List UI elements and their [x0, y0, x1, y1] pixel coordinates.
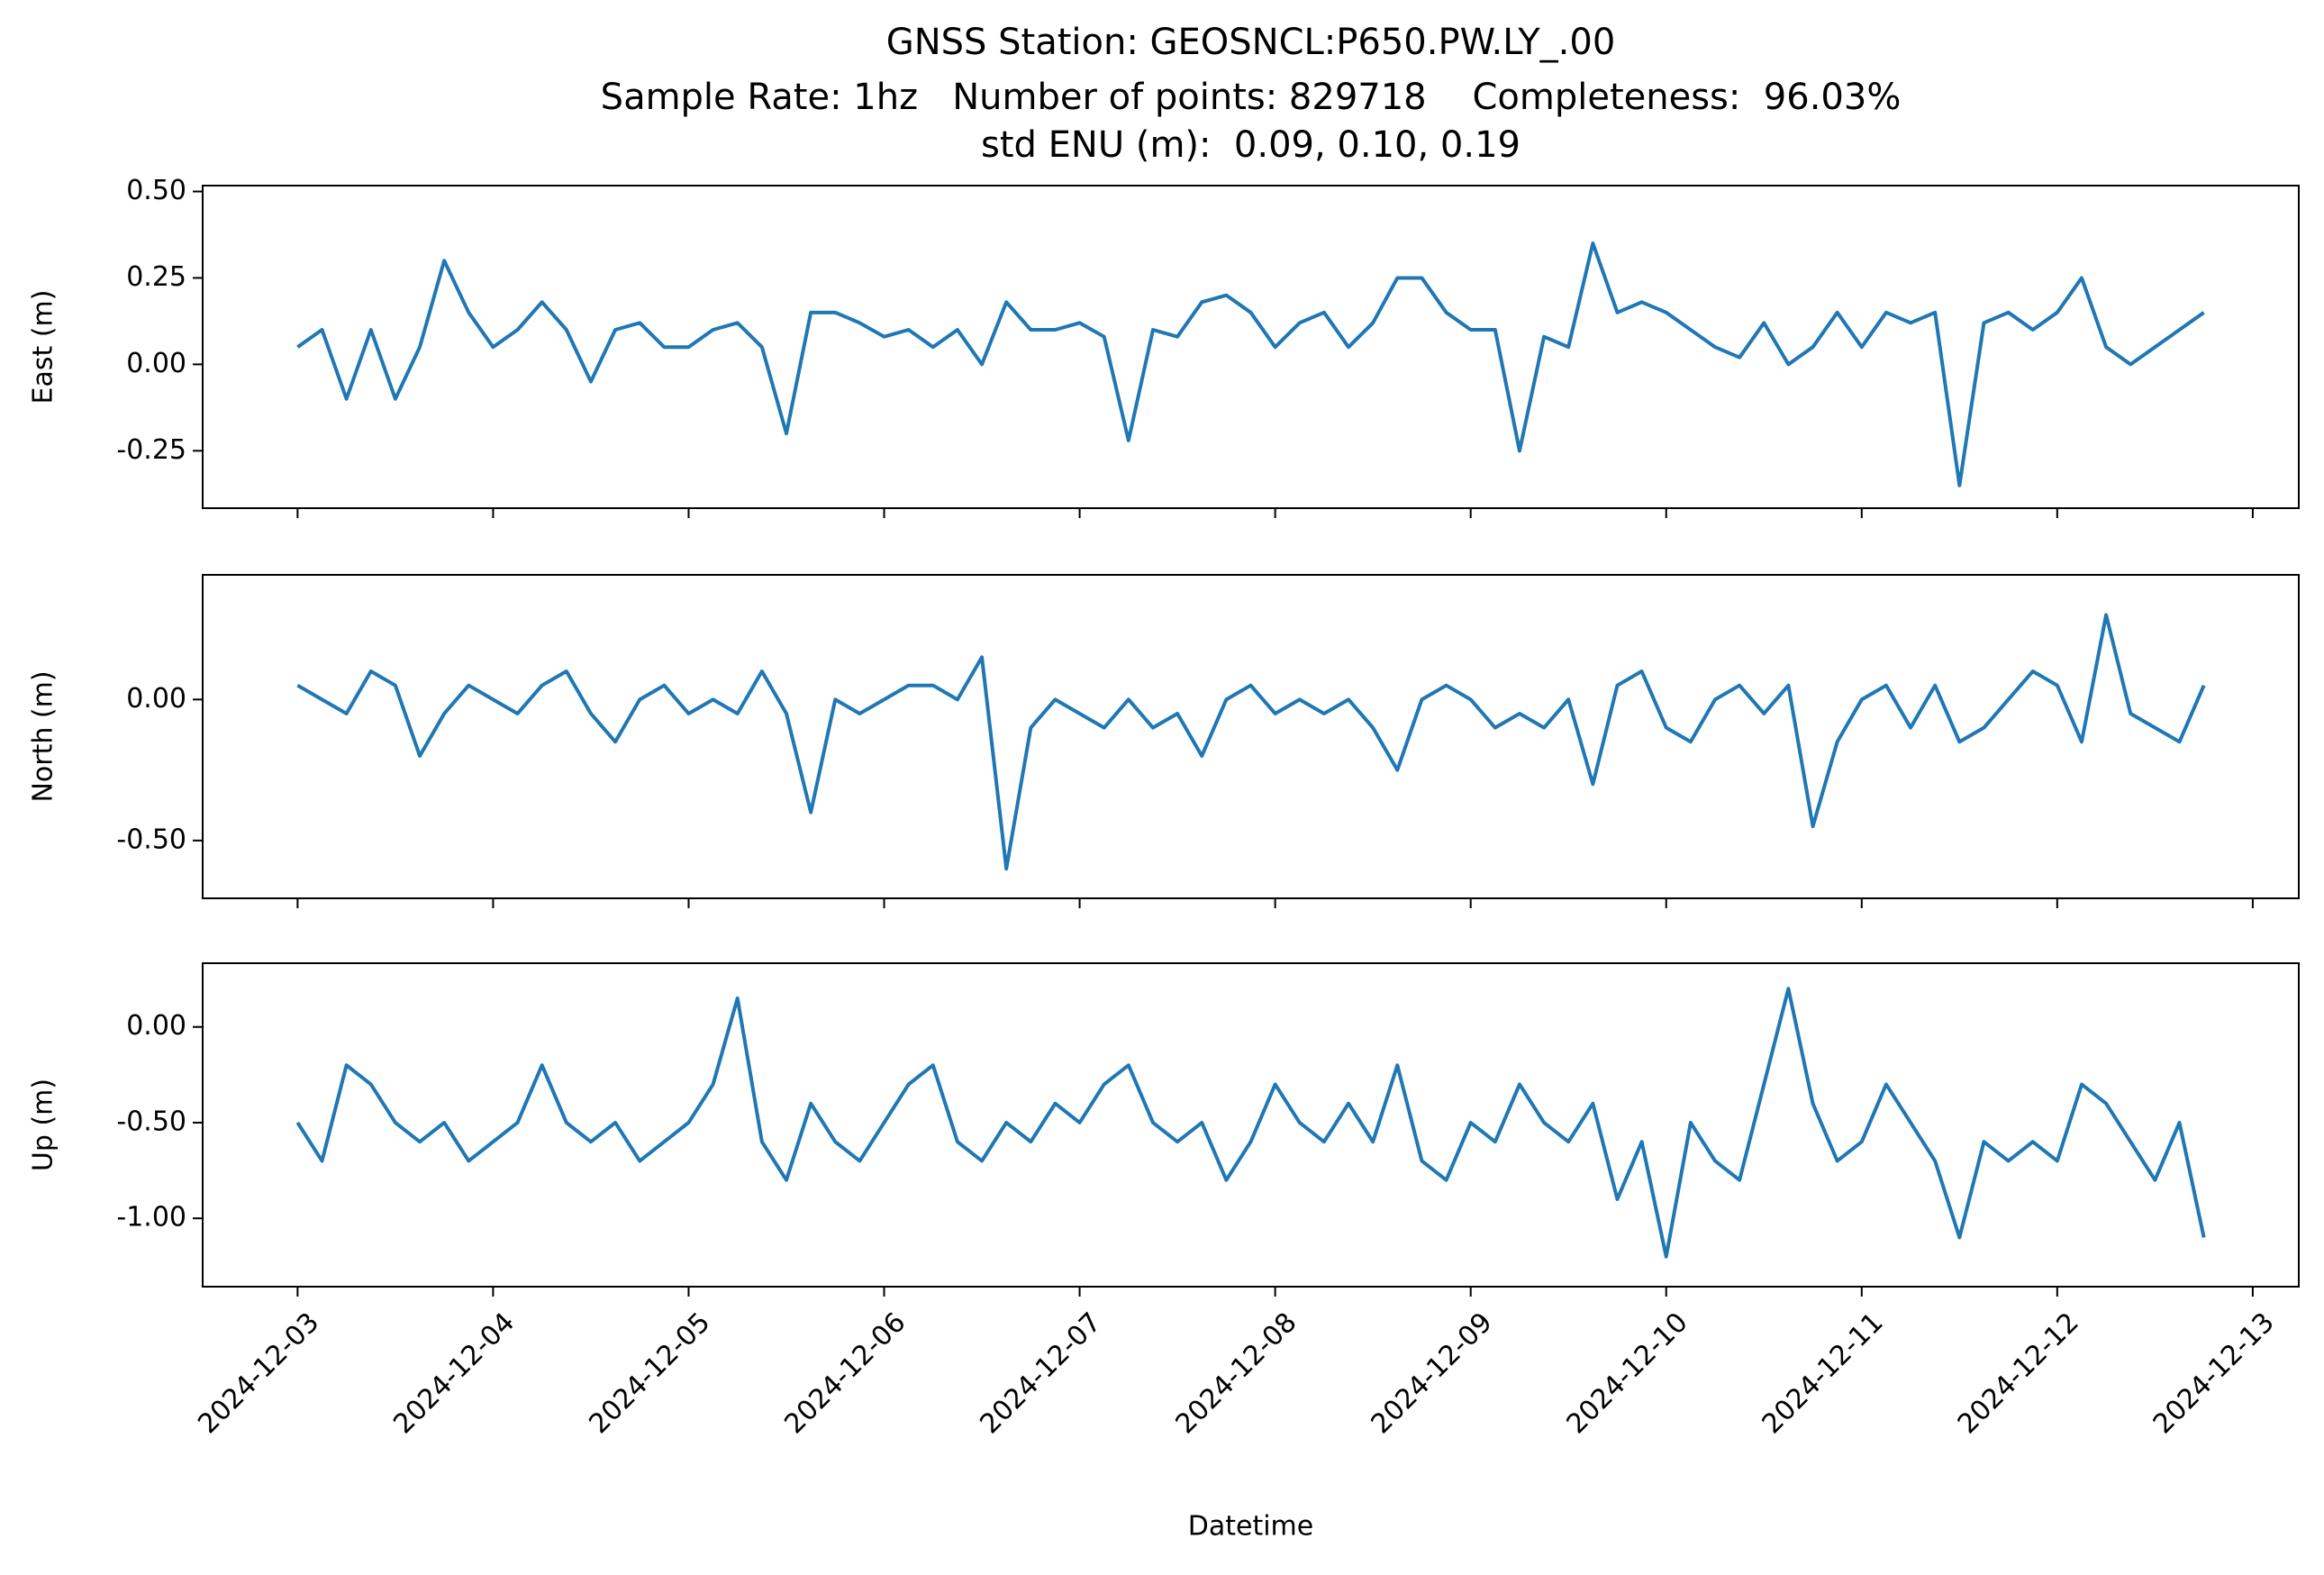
y-tick-label: -0.25 [116, 434, 186, 466]
y-axis-label: North (m) [28, 670, 59, 802]
y-axis-label: Up (m) [28, 1079, 59, 1171]
x-axis-label: Datetime [1188, 1511, 1313, 1543]
y-tick-label: -0.50 [116, 1106, 186, 1137]
y-tick-label: 0.25 [126, 261, 186, 293]
y-tick-label: 0.50 [126, 175, 186, 206]
y-tick-label: 0.00 [126, 348, 186, 379]
y-tick-label: 0.00 [126, 683, 186, 715]
chart-subtitle: std ENU (m): 0.09, 0.10, 0.19 [981, 124, 1521, 166]
data-line [296, 613, 2206, 871]
chart-title: GNSS Station: GEOSNCL:P650.PW.LY_.00 [886, 22, 1616, 63]
data-line [295, 987, 2206, 1259]
y-tick-label: -1.00 [116, 1202, 186, 1234]
data-line [296, 241, 2205, 487]
axes-frame [202, 962, 2300, 1288]
y-axis-label: East (m) [28, 290, 59, 405]
y-tick-label: 0.00 [126, 1010, 186, 1042]
chart-subtitle: Sample Rate: 1hz Number of points: 82971… [601, 77, 1902, 118]
axes-frame [202, 574, 2300, 899]
y-tick-label: -0.50 [116, 824, 186, 855]
axes-frame [202, 185, 2300, 509]
